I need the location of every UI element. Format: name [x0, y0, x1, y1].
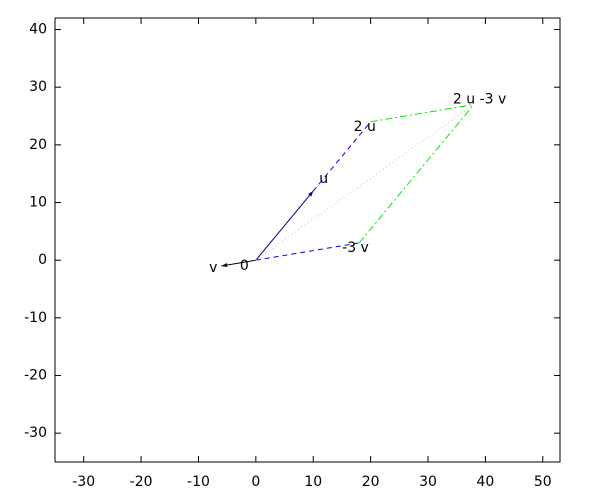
y-tick-label: -10: [24, 310, 47, 326]
vector-segment: [255, 190, 314, 261]
y-tick-label: 0: [38, 252, 47, 268]
point-label: -3 v: [342, 240, 369, 256]
x-tick-label: -10: [187, 474, 210, 490]
arrow-head: [308, 190, 314, 197]
point-label: 0: [240, 258, 249, 274]
plot-frame: [54, 17, 561, 463]
point-label: 2 u -3 v: [453, 91, 506, 107]
x-tick-label: 40: [476, 474, 494, 490]
vector-segment: [255, 104, 475, 261]
vector-segment: [370, 104, 475, 123]
point-label: 2 u: [354, 119, 376, 135]
vector-segment: [312, 121, 372, 192]
y-tick-label: 10: [29, 195, 47, 211]
arrow-head: [221, 262, 228, 268]
x-tick-label: 30: [419, 474, 437, 490]
x-tick-label: 10: [304, 474, 322, 490]
y-tick-label: 30: [29, 79, 47, 95]
x-tick-label: -20: [130, 474, 153, 490]
point-label: u: [319, 171, 328, 187]
x-tick-label: 50: [534, 474, 552, 490]
x-tick-label: 20: [362, 474, 380, 490]
x-tick-label: 0: [251, 474, 260, 490]
y-tick-label: 20: [29, 137, 47, 153]
y-tick-label: 40: [29, 22, 47, 38]
vector-segment: [221, 259, 256, 267]
x-tick-label: -30: [72, 474, 95, 490]
y-tick-label: -20: [24, 368, 47, 384]
y-tick-label: -30: [24, 425, 47, 441]
point-label: v: [209, 260, 217, 276]
